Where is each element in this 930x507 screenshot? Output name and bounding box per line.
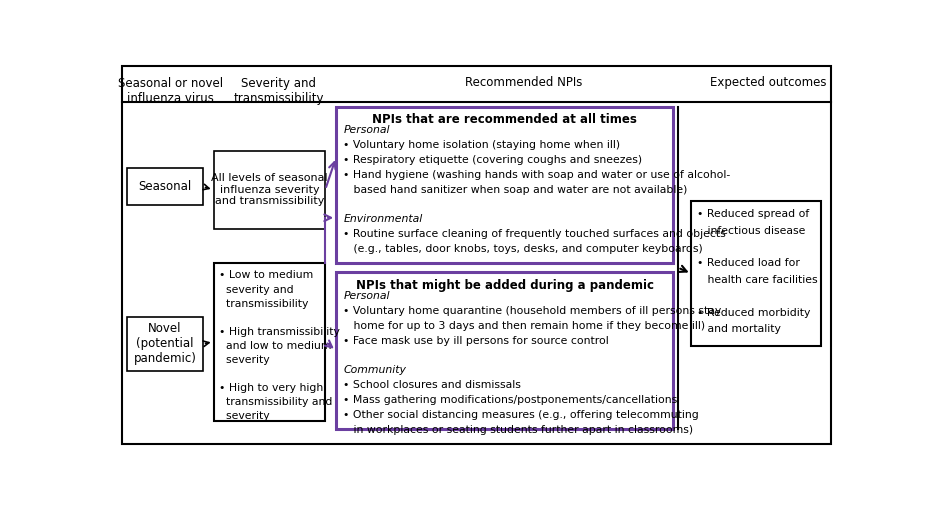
Text: • High to very high: • High to very high — [219, 383, 324, 393]
FancyBboxPatch shape — [214, 263, 326, 421]
Text: • Other social distancing measures (e.g., offering telecommuting: • Other social distancing measures (e.g.… — [343, 410, 699, 420]
Text: health care facilities: health care facilities — [698, 275, 817, 285]
Text: • Reduced morbidity: • Reduced morbidity — [698, 308, 811, 317]
Text: and mortality: and mortality — [698, 324, 781, 334]
FancyBboxPatch shape — [691, 201, 821, 346]
Text: • High transmissibility: • High transmissibility — [219, 327, 340, 337]
Text: Personal: Personal — [343, 291, 390, 301]
FancyBboxPatch shape — [336, 272, 673, 428]
Text: Recommended NPIs: Recommended NPIs — [465, 76, 582, 89]
Text: • Reduced spread of: • Reduced spread of — [698, 209, 809, 219]
FancyBboxPatch shape — [127, 316, 203, 371]
Text: • Voluntary home quarantine (household members of ill persons stay: • Voluntary home quarantine (household m… — [343, 306, 722, 316]
Text: • Mass gathering modifications/postponements/cancellations: • Mass gathering modifications/postponem… — [343, 395, 678, 405]
Text: Severity and
transmissibility: Severity and transmissibility — [233, 77, 324, 105]
Text: Environmental: Environmental — [343, 214, 422, 224]
Text: and low to medium: and low to medium — [219, 341, 332, 351]
Text: Personal: Personal — [343, 125, 390, 135]
Text: • School closures and dismissals: • School closures and dismissals — [343, 380, 521, 390]
Text: • Respiratory etiquette (covering coughs and sneezes): • Respiratory etiquette (covering coughs… — [343, 155, 643, 165]
FancyBboxPatch shape — [122, 66, 831, 444]
FancyBboxPatch shape — [336, 106, 673, 263]
FancyBboxPatch shape — [127, 168, 203, 205]
Text: Seasonal or novel
influenza virus: Seasonal or novel influenza virus — [118, 77, 223, 105]
Text: transmissibility: transmissibility — [219, 299, 309, 309]
Text: based hand sanitizer when soap and water are not available): based hand sanitizer when soap and water… — [343, 185, 687, 195]
Text: home for up to 3 days and then remain home if they become ill): home for up to 3 days and then remain ho… — [343, 321, 706, 331]
Text: (e.g., tables, door knobs, toys, desks, and computer keyboards): (e.g., tables, door knobs, toys, desks, … — [343, 244, 703, 254]
Text: infectious disease: infectious disease — [698, 226, 805, 236]
Text: NPIs that might be added during a pandemic: NPIs that might be added during a pandem… — [356, 279, 654, 292]
Text: All levels of seasonal
influenza severity
and transmissibility: All levels of seasonal influenza severit… — [211, 173, 327, 206]
Text: severity: severity — [219, 411, 270, 421]
Text: Seasonal: Seasonal — [139, 180, 192, 193]
FancyBboxPatch shape — [214, 151, 326, 229]
Text: • Low to medium: • Low to medium — [219, 270, 313, 280]
Text: severity and: severity and — [219, 284, 294, 295]
Text: • Hand hygiene (washing hands with soap and water or use of alcohol-: • Hand hygiene (washing hands with soap … — [343, 170, 731, 180]
Text: Community: Community — [343, 366, 406, 375]
Text: • Reduced load for: • Reduced load for — [698, 259, 800, 268]
Text: in workplaces or seating students further apart in classrooms): in workplaces or seating students furthe… — [343, 425, 694, 434]
Text: • Routine surface cleaning of frequently touched surfaces and objects: • Routine surface cleaning of frequently… — [343, 229, 726, 239]
Text: Expected outcomes: Expected outcomes — [711, 76, 827, 89]
Text: transmissibility and: transmissibility and — [219, 397, 333, 407]
Text: • Voluntary home isolation (staying home when ill): • Voluntary home isolation (staying home… — [343, 140, 620, 150]
Text: Novel
(potential
pandemic): Novel (potential pandemic) — [134, 322, 196, 366]
Text: • Face mask use by ill persons for source control: • Face mask use by ill persons for sourc… — [343, 336, 609, 346]
Text: NPIs that are recommended at all times: NPIs that are recommended at all times — [372, 113, 637, 126]
Text: severity: severity — [219, 355, 270, 365]
